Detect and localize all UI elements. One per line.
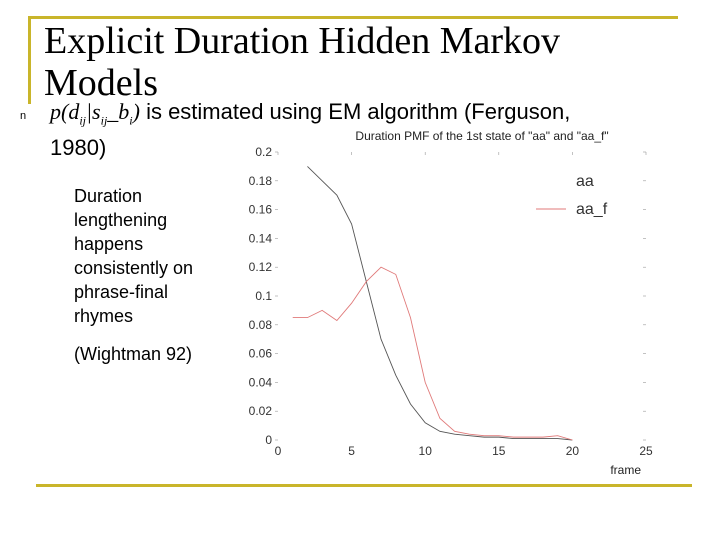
y-tick-label: 0.2 [255, 145, 272, 159]
sub-text: Duration lengthening happens consistentl… [74, 186, 194, 326]
bullet-text-line1: is estimated using EM algorithm (Ferguso… [139, 99, 571, 124]
legend-label-aa: aa [576, 173, 594, 190]
x-tick-label: 10 [419, 444, 433, 458]
bullet-text: p(dij|sij_bi) is estimated using EM algo… [50, 98, 710, 162]
y-tick-label: 0.14 [249, 231, 273, 245]
y-tick-label: 0.18 [249, 174, 273, 188]
formula: p(dij|sij_bi) [50, 99, 140, 128]
series-line-aa-f [292, 266, 573, 441]
frame-bottom-border [36, 484, 692, 487]
duration-pmf-chart: Duration PMF of the 1st state of "aa" an… [249, 129, 653, 477]
chart-title: Duration PMF of the 1st state of "aa" an… [355, 129, 608, 143]
y-tick-label: 0.06 [249, 347, 273, 361]
x-axis-label: frame [610, 463, 641, 477]
frame-left-border [28, 16, 31, 104]
x-tick-label: 0 [275, 444, 282, 458]
frame-top-border [28, 16, 678, 19]
x-tick-label: 5 [348, 444, 355, 458]
y-tick-label: 0.08 [249, 318, 273, 332]
citation: (Wightman 92) [74, 344, 193, 364]
series-line-aa [307, 166, 573, 441]
y-tick-label: 0 [265, 433, 272, 447]
slide-title: Explicit Duration Hidden Markov Models [44, 20, 561, 104]
x-tick-label: 15 [492, 444, 506, 458]
x-tick-label: 20 [566, 444, 580, 458]
legend-label-aa-f: aa_f [576, 201, 608, 218]
y-tick-label: 0.16 [249, 203, 273, 217]
y-tick-label: 0.1 [255, 289, 272, 303]
y-tick-label: 0.04 [249, 375, 273, 389]
bullet-text-line2: 1980) [50, 135, 107, 161]
y-tick-label: 0.12 [249, 260, 273, 274]
y-tick-label: 0.02 [249, 404, 273, 418]
x-tick-label: 25 [639, 444, 653, 458]
bullet-marker: n [20, 110, 27, 122]
